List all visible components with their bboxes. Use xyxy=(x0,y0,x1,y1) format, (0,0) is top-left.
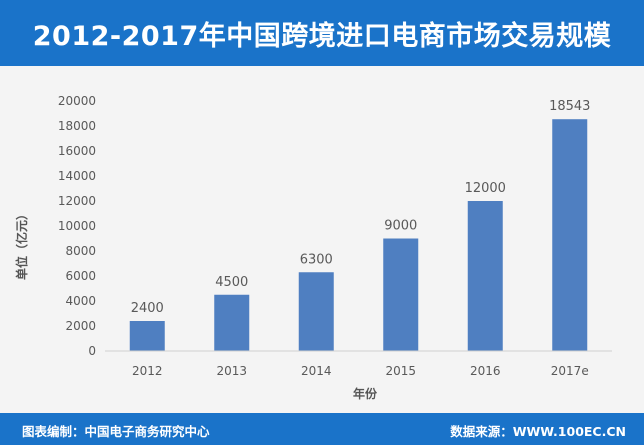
footer-credit: 图表编制：中国电子商务研究中心 xyxy=(22,424,210,439)
x-axis-label: 年份 xyxy=(353,386,378,401)
y-tick-label: 14000 xyxy=(58,169,96,183)
y-tick-label: 6000 xyxy=(65,269,96,283)
chart-area: 0 2000 4000 6000 8000 10000 12000 14000 16000 180… xyxy=(0,66,644,413)
y-tick-label: 16000 xyxy=(58,144,96,158)
y-tick-label: 0 xyxy=(88,344,96,358)
bar xyxy=(467,201,503,351)
data-labels: 2400 4500 6300 9000 12000 18543 xyxy=(131,99,591,316)
x-tick-label: 2017e xyxy=(551,364,589,378)
x-tick-label: 2016 xyxy=(470,364,501,378)
bar xyxy=(129,321,165,351)
y-tick-label: 12000 xyxy=(58,194,96,208)
x-tick-label: 2012 xyxy=(132,364,163,378)
y-axis-label: 单位（亿元） xyxy=(14,208,29,280)
bar xyxy=(298,272,334,351)
x-axis: 2012 2013 2014 2015 2016 2017e xyxy=(105,350,612,378)
y-tick-label: 8000 xyxy=(65,244,96,258)
y-axis: 0 2000 4000 6000 8000 10000 12000 14000 16000 180… xyxy=(58,94,96,358)
bar xyxy=(214,294,250,351)
footer-source: 数据来源：WWW.100EC.CN xyxy=(450,424,626,439)
bar-chart: 0 2000 4000 6000 8000 10000 12000 14000 16000 180… xyxy=(14,94,612,401)
data-label: 4500 xyxy=(215,275,248,290)
footer: 图表编制：中国电子商务研究中心 数据来源：WWW.100EC.CN xyxy=(0,413,644,445)
data-label: 6300 xyxy=(300,252,333,267)
bar xyxy=(552,119,588,352)
bars xyxy=(129,119,588,352)
data-label: 9000 xyxy=(384,219,417,234)
y-tick-label: 10000 xyxy=(58,219,96,233)
data-label: 12000 xyxy=(465,181,506,196)
y-tick-label: 4000 xyxy=(65,294,96,308)
bar xyxy=(383,238,419,351)
x-tick-label: 2015 xyxy=(385,364,416,378)
y-tick-label: 2000 xyxy=(65,319,96,333)
x-tick-label: 2014 xyxy=(301,364,332,378)
data-label: 18543 xyxy=(549,99,590,114)
y-tick-label: 18000 xyxy=(58,119,96,133)
x-tick-label: 2013 xyxy=(216,364,247,378)
y-tick-label: 20000 xyxy=(58,94,96,108)
chart-title: 2012-2017年中国跨境进口电商市场交易规模 xyxy=(0,0,644,66)
data-label: 2400 xyxy=(131,301,164,316)
